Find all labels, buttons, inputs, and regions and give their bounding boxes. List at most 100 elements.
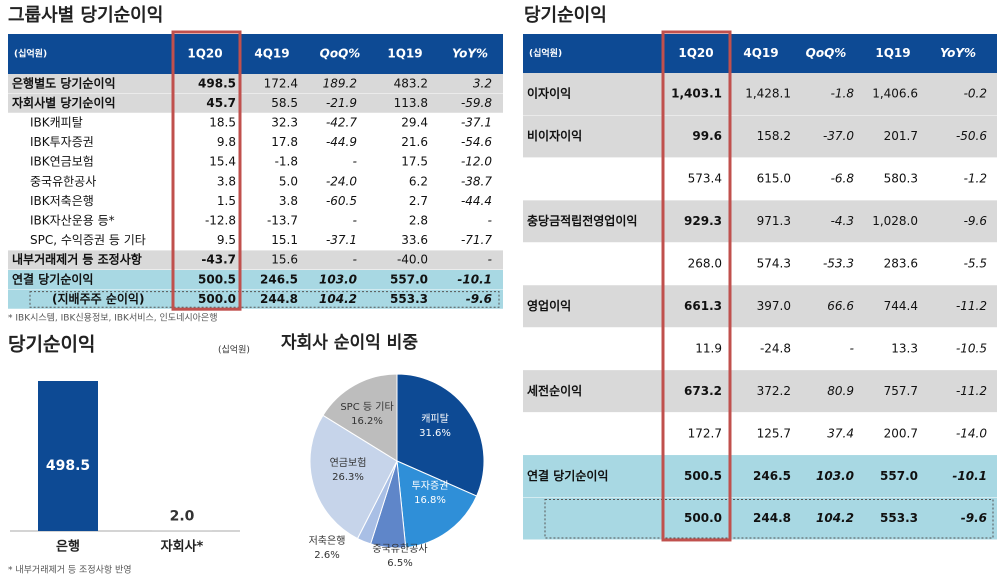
row-label: 내부거래제거 등 조정사항 bbox=[12, 252, 142, 267]
table-cell: - bbox=[850, 341, 854, 355]
table-cell: 33.6 bbox=[401, 233, 428, 247]
table-cell: -53.3 bbox=[823, 257, 854, 271]
table-cell: -4.3 bbox=[831, 214, 854, 228]
table-cell: -37.1 bbox=[461, 116, 492, 130]
bar-value-label: 2.0 bbox=[170, 508, 195, 524]
table-row-bg bbox=[523, 497, 997, 540]
table-cell: -9.6 bbox=[466, 292, 492, 306]
header-cell: (십억원) bbox=[14, 48, 47, 60]
header-cell: YoY% bbox=[940, 46, 976, 60]
table-cell: 244.8 bbox=[753, 511, 791, 525]
slice-name: 저축은행 bbox=[309, 535, 346, 547]
table-cell: 103.0 bbox=[816, 469, 854, 483]
row-label: IBK연금보험 bbox=[30, 155, 94, 169]
table-cell: 580.3 bbox=[884, 172, 918, 186]
table-cell: 172.4 bbox=[264, 76, 298, 90]
left-table-footnote: * IBK시스템, IBK신용정보, IBK서비스, 인도네시아은행 bbox=[8, 312, 217, 324]
table-cell: 32.3 bbox=[271, 116, 298, 130]
table-cell: 9.5 bbox=[217, 233, 236, 247]
bar bbox=[152, 530, 212, 531]
row-label: SPC, 수익증권 등 기타 bbox=[30, 233, 146, 247]
pie-slice bbox=[396, 373, 485, 497]
table-cell: -43.7 bbox=[201, 253, 236, 267]
table-cell: -24.8 bbox=[760, 341, 791, 355]
table-cell: 971.3 bbox=[757, 214, 791, 228]
row-label: 은행별도 당기순이익 bbox=[12, 75, 116, 90]
table-cell: 500.0 bbox=[684, 511, 722, 525]
table-cell: 189.2 bbox=[323, 76, 357, 90]
table-cell: 244.8 bbox=[260, 292, 298, 306]
table-cell: 2.7 bbox=[409, 194, 428, 208]
table-cell: 104.2 bbox=[816, 511, 854, 525]
table-cell: 45.7 bbox=[206, 96, 236, 110]
pie-slice bbox=[322, 373, 398, 462]
table-cell: - bbox=[488, 214, 492, 228]
table-row-bg bbox=[523, 115, 997, 158]
slice-value-label: 26.3% bbox=[332, 472, 364, 483]
table-cell: 744.4 bbox=[884, 299, 918, 313]
table-cell: 104.2 bbox=[319, 292, 357, 306]
row-label: IBK저축은행 bbox=[30, 193, 94, 208]
table-cell: -10.1 bbox=[952, 469, 987, 483]
table-cell: 2.8 bbox=[409, 214, 428, 228]
table-row-bg bbox=[523, 200, 997, 243]
table-cell: 201.7 bbox=[884, 129, 918, 143]
chart-footnote: * 내부거래제거 등 조정사항 반영 bbox=[8, 565, 132, 576]
table-cell: -71.7 bbox=[461, 233, 492, 247]
table-cell: 498.5 bbox=[198, 76, 236, 90]
table-cell: 500.5 bbox=[198, 272, 236, 286]
table-cell: -0.2 bbox=[964, 87, 987, 101]
table-row-bg bbox=[523, 73, 997, 116]
table-cell: 3.2 bbox=[473, 76, 492, 90]
table-cell: 268.0 bbox=[688, 257, 722, 271]
table-cell: - bbox=[488, 253, 492, 267]
table-cell: - bbox=[353, 253, 357, 267]
table-cell: -40.0 bbox=[397, 253, 428, 267]
table-cell: -12.0 bbox=[461, 155, 492, 169]
table-cell: 15.1 bbox=[271, 233, 298, 247]
highlight-box bbox=[171, 30, 242, 311]
slice-value-label: 2.6% bbox=[314, 550, 339, 561]
slice-name: 캐피탈 bbox=[421, 412, 449, 425]
highlight-box bbox=[661, 30, 732, 542]
table-cell: 158.2 bbox=[757, 129, 791, 143]
row-label: 세전순이익 bbox=[527, 383, 582, 398]
row-label: IBK투자증권 bbox=[30, 135, 94, 149]
table-cell: 58.5 bbox=[271, 96, 298, 110]
right-table-title: 당기순이익 bbox=[524, 5, 607, 26]
header-cell: 1Q19 bbox=[875, 46, 910, 60]
table-row-bg bbox=[523, 285, 997, 328]
table-cell: 929.3 bbox=[684, 214, 722, 228]
table-cell: 500.0 bbox=[198, 292, 236, 306]
table-cell: -38.7 bbox=[461, 174, 492, 188]
chart-title: 자회사 순이익 비중 bbox=[281, 333, 418, 353]
table-cell: 103.0 bbox=[319, 272, 357, 286]
table-cell: 37.4 bbox=[827, 426, 854, 440]
table-cell: 15.6 bbox=[271, 253, 298, 267]
table-row-bg bbox=[523, 370, 997, 413]
table-cell: -59.8 bbox=[461, 96, 492, 110]
table-cell: 18.5 bbox=[209, 116, 236, 130]
table-cell: -50.6 bbox=[956, 129, 987, 143]
table-cell: 13.3 bbox=[891, 341, 918, 355]
table-cell: -37.0 bbox=[823, 129, 854, 143]
table-cell: 573.4 bbox=[688, 172, 722, 186]
table-cell: -10.1 bbox=[457, 272, 492, 286]
header-cell: 4Q19 bbox=[254, 47, 289, 61]
table-cell: 553.3 bbox=[880, 511, 918, 525]
table-row-bg bbox=[8, 270, 503, 290]
row-label: 영업이익 bbox=[527, 298, 571, 313]
header-cell: QoQ% bbox=[806, 46, 847, 60]
table-cell: 15.4 bbox=[209, 155, 236, 169]
bar bbox=[38, 381, 98, 531]
chart-title: 당기순이익 bbox=[8, 334, 95, 356]
table-cell: 3.8 bbox=[217, 174, 236, 188]
header-cell: 1Q20 bbox=[678, 46, 713, 60]
table-cell: 200.7 bbox=[884, 426, 918, 440]
table-cell: 172.7 bbox=[688, 426, 722, 440]
table-cell: 757.7 bbox=[884, 384, 918, 398]
slice-value-label: 16.2% bbox=[351, 416, 383, 427]
table-cell: -9.6 bbox=[964, 214, 988, 228]
